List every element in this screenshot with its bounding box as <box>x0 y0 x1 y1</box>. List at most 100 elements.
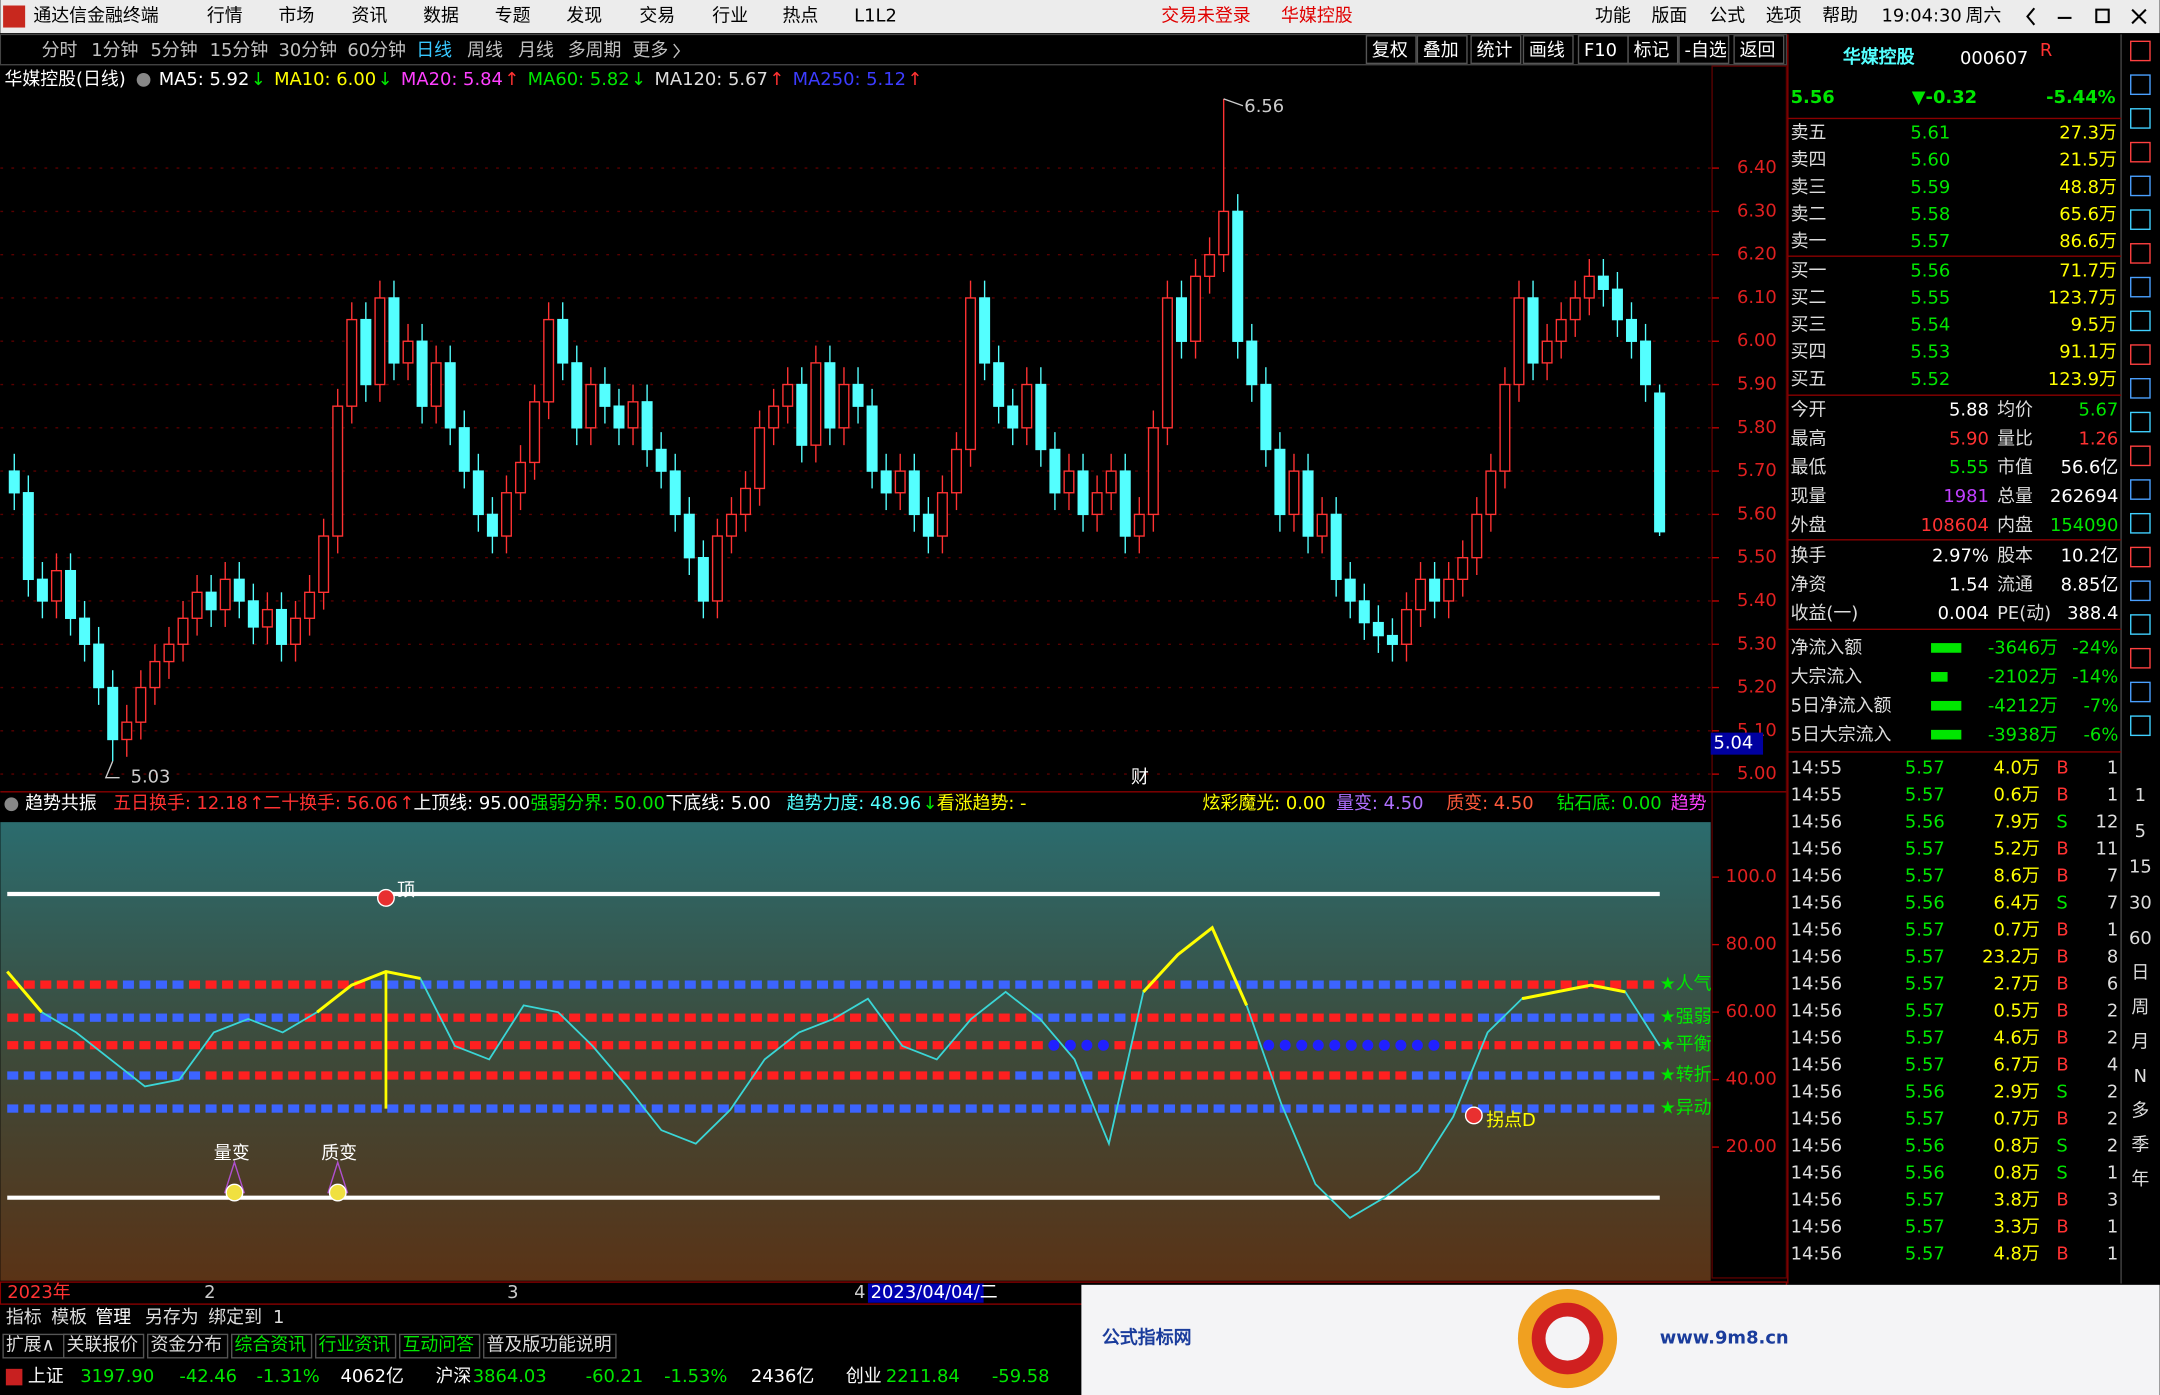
side-icon[interactable] <box>2130 647 2151 669</box>
tool-button[interactable]: -自选 <box>1685 40 1727 61</box>
stock-link[interactable]: 华媒控股 <box>1281 6 1353 27</box>
tool-button[interactable]: 标记 <box>1634 40 1670 61</box>
side-icon[interactable] <box>2130 108 2151 129</box>
bottom-tab[interactable]: 管理 <box>95 1307 131 1328</box>
bottom-link[interactable]: 扩展∧ <box>6 1334 55 1355</box>
signal-dot <box>1197 1013 1209 1022</box>
window-button[interactable] <box>2026 7 2036 26</box>
bottom-tab[interactable]: 指标 <box>6 1307 42 1328</box>
tick-count: 1 <box>2107 784 2118 805</box>
period-tab[interactable]: 1分钟 <box>91 40 138 61</box>
bottom-tab[interactable]: 1 <box>273 1307 284 1328</box>
signal-dot <box>486 1041 498 1050</box>
period-tab[interactable]: 60分钟 <box>347 40 406 61</box>
menu-item[interactable]: 功能 <box>1595 6 1631 27</box>
menu-item[interactable]: 公式 <box>1709 6 1745 27</box>
tool-button[interactable]: 叠加 <box>1423 40 1459 61</box>
signal-dot <box>668 1013 680 1022</box>
window-button[interactable] <box>2131 8 2147 25</box>
event-marker[interactable]: 财 <box>1131 767 1149 788</box>
signal-dot <box>1494 980 1506 989</box>
menu-item[interactable]: 选项 <box>1766 6 1802 27</box>
bottom-tab[interactable]: 另存为 <box>145 1307 199 1328</box>
signal-dot <box>1213 1041 1225 1050</box>
menu-item[interactable]: 行情 <box>207 6 243 27</box>
side-period[interactable]: 季 <box>2131 1135 2149 1156</box>
menu-item[interactable]: 发现 <box>566 6 602 27</box>
tool-button[interactable]: 复权 <box>1372 40 1408 61</box>
y-tick-label: 5.50 <box>1737 547 1777 568</box>
period-tab[interactable]: 5分钟 <box>150 40 197 61</box>
side-icon[interactable] <box>2130 310 2151 332</box>
bottom-link[interactable]: 资金分布 <box>150 1334 222 1355</box>
menu-item[interactable]: 热点 <box>783 6 819 27</box>
side-period[interactable]: 多 <box>2131 1100 2149 1121</box>
settings-icon[interactable] <box>136 72 151 87</box>
menu-item[interactable]: L1L2 <box>854 6 897 27</box>
menu-item[interactable]: 市场 <box>279 6 315 27</box>
side-icon[interactable] <box>2130 580 2151 602</box>
period-tab[interactable]: 30分钟 <box>279 40 338 61</box>
menu-item[interactable]: 交易 <box>639 6 675 27</box>
side-icon[interactable] <box>2130 141 2151 163</box>
bottom-tab[interactable]: 模板 <box>51 1307 87 1328</box>
side-period[interactable]: 周 <box>2131 997 2149 1018</box>
signal-dot <box>1048 1104 1060 1113</box>
side-icon[interactable] <box>2130 411 2151 433</box>
side-icon[interactable] <box>2130 681 2151 703</box>
side-icon[interactable] <box>2130 344 2151 365</box>
bottom-tab[interactable]: 绑定到 <box>208 1307 262 1328</box>
side-minute[interactable]: 30 <box>2129 892 2152 913</box>
side-minute[interactable]: 15 <box>2129 857 2152 878</box>
period-tab[interactable]: 多周期 <box>568 40 622 61</box>
side-period[interactable]: 年 <box>2131 1169 2149 1190</box>
menu-item[interactable]: 版面 <box>1651 6 1687 27</box>
signal-dot <box>1643 980 1655 989</box>
tool-button[interactable]: 画线 <box>1529 40 1565 61</box>
side-icon[interactable] <box>2130 276 2151 298</box>
period-tab[interactable]: 更多 <box>632 40 668 61</box>
window-button[interactable] <box>2095 8 2110 24</box>
side-period[interactable]: 月 <box>2131 1031 2149 1052</box>
signal-dot <box>734 980 746 989</box>
login-link[interactable]: 交易未登录 <box>1161 6 1251 27</box>
menu-item[interactable]: 行业 <box>712 6 748 27</box>
side-icon[interactable] <box>2130 175 2151 197</box>
signal-dot <box>883 980 895 989</box>
menu-item[interactable]: 资讯 <box>352 6 388 27</box>
side-icon[interactable] <box>2130 715 2151 737</box>
side-period[interactable]: N <box>2134 1066 2147 1087</box>
bottom-link[interactable]: 互动问答 <box>402 1334 474 1355</box>
period-tab[interactable]: 月线 <box>518 40 554 61</box>
period-tab[interactable]: 周线 <box>467 40 503 61</box>
menu-item[interactable]: 数据 <box>423 6 459 27</box>
side-icon[interactable] <box>2130 74 2151 96</box>
side-period[interactable]: 日 <box>2131 963 2149 984</box>
tool-button[interactable]: 返回 <box>1740 40 1776 61</box>
side-icon[interactable] <box>2130 378 2151 399</box>
side-icon[interactable] <box>2130 40 2151 62</box>
bottom-link[interactable]: 综合资讯 <box>234 1334 306 1355</box>
side-icon[interactable] <box>2130 243 2151 264</box>
candle-body <box>79 617 91 645</box>
menu-item[interactable]: 专题 <box>495 6 531 27</box>
bottom-link[interactable]: 关联报价 <box>66 1334 138 1355</box>
side-icon[interactable] <box>2130 614 2151 635</box>
side-icon[interactable] <box>2130 479 2151 500</box>
indicator-icon[interactable] <box>4 797 19 812</box>
period-tab[interactable]: 15分钟 <box>210 40 269 61</box>
menu-item[interactable]: 帮助 <box>1822 6 1858 27</box>
bottom-link[interactable]: 行业资讯 <box>318 1334 390 1355</box>
side-icon[interactable] <box>2130 546 2151 568</box>
bottom-link[interactable]: 普及版功能说明 <box>486 1334 611 1355</box>
tool-button[interactable]: 统计 <box>1477 40 1513 61</box>
side-icon[interactable] <box>2130 445 2151 467</box>
period-tab[interactable]: 日线 <box>416 40 452 61</box>
side-icon[interactable] <box>2130 512 2151 534</box>
side-minute[interactable]: 5 <box>2135 821 2146 842</box>
period-tab[interactable]: 分时 <box>42 40 78 61</box>
side-icon[interactable] <box>2130 209 2151 230</box>
tool-button[interactable]: F10 <box>1584 40 1617 61</box>
side-minute[interactable]: 1 <box>2135 785 2146 806</box>
side-minute[interactable]: 60 <box>2129 928 2152 949</box>
